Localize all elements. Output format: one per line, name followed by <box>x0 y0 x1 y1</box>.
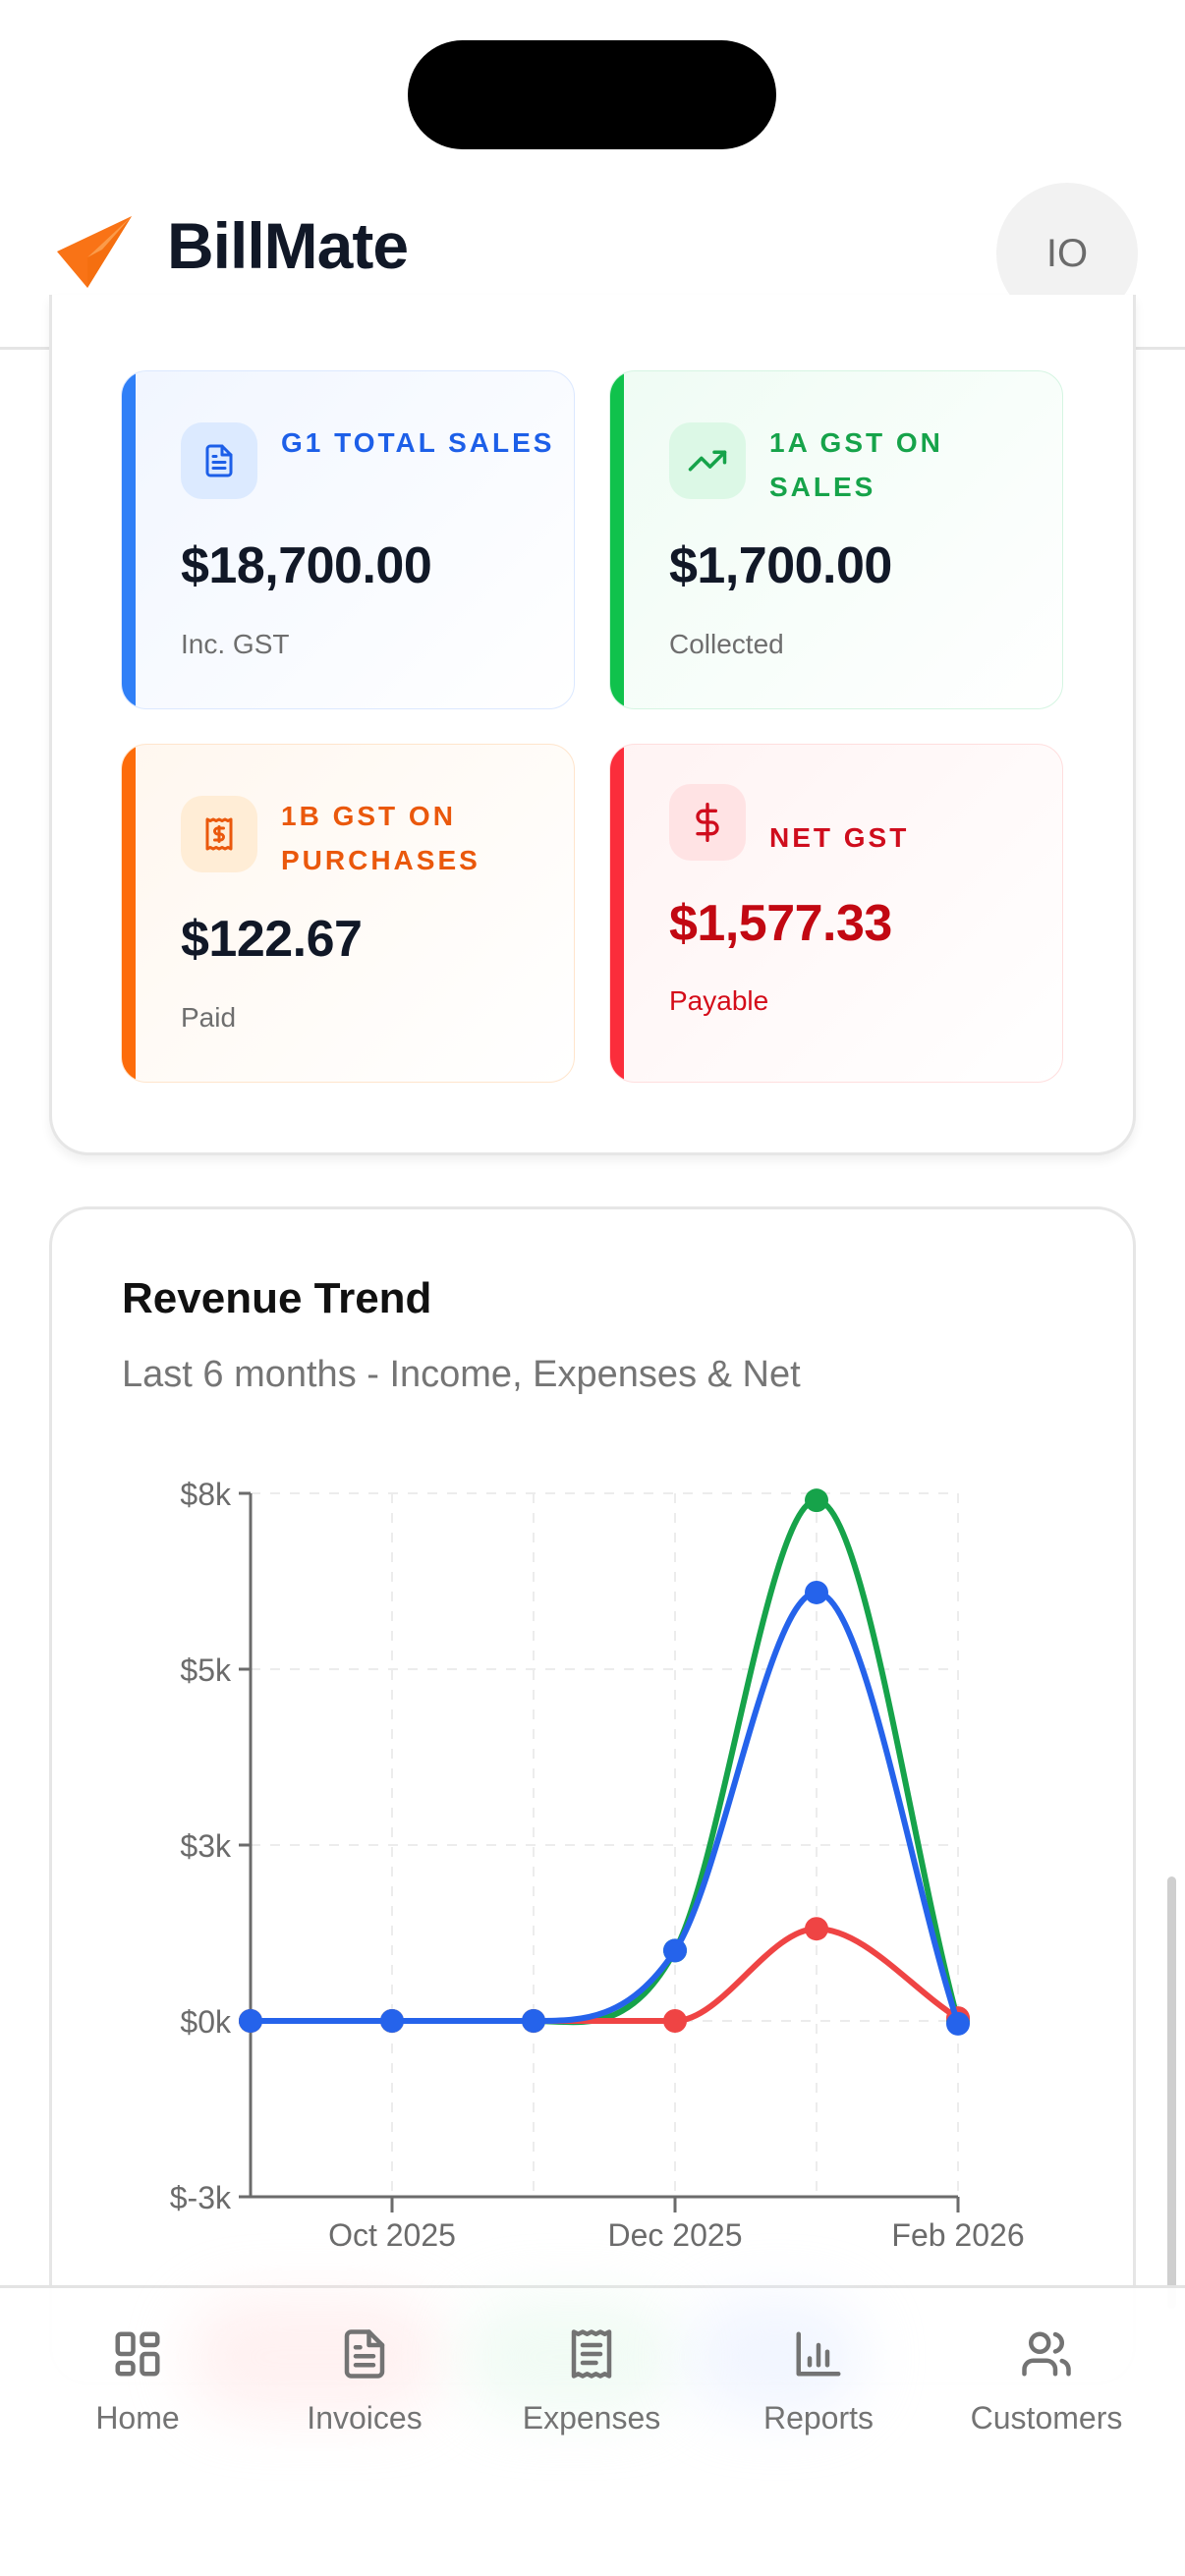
scrollbar[interactable] <box>1167 1876 1176 2309</box>
data-point-net[interactable] <box>522 2009 545 2033</box>
app-header: BillMate IO <box>0 157 1185 350</box>
nav-item-reports[interactable]: Reports <box>710 2327 927 2436</box>
stat-caption: Paid <box>181 1002 237 1033</box>
data-point-net[interactable] <box>239 2009 262 2033</box>
y-tick-label: $-3k <box>170 2180 232 2215</box>
stat-card-g1-total-sales[interactable]: G1 TOTAL SALES $18,700.00 Inc. GST <box>121 370 575 709</box>
document-icon <box>205 444 233 477</box>
nav-label: Home <box>95 2400 180 2436</box>
dashboard-grid-icon <box>115 2331 160 2377</box>
stat-label: 1A GST ON SALES <box>769 427 943 502</box>
nav-item-customers[interactable]: Customers <box>938 2327 1155 2436</box>
data-point-net[interactable] <box>805 1580 828 1604</box>
stat-label: G1 TOTAL SALES <box>281 427 555 458</box>
x-tick-label: Dec 2025 <box>608 2217 743 2253</box>
nav-label: Customers <box>970 2400 1123 2436</box>
revenue-trend-card <box>49 1206 1136 2385</box>
document-icon <box>344 2329 385 2379</box>
dynamic-island <box>408 40 776 149</box>
x-tick-label: Feb 2026 <box>891 2217 1024 2253</box>
bottom-nav: Home Invoices Expenses Reports Customers <box>0 2285 1185 2576</box>
nav-label: Reports <box>762 2400 875 2436</box>
stat-value: $122.67 <box>181 911 363 968</box>
stat-card-1a-gst-on-sales[interactable]: 1A GST ON SALES $1,700.00 Collected <box>609 370 1063 709</box>
stat-card-1b-gst-on-purchases[interactable]: 1B GST ON PURCHASES $122.67 Paid <box>121 744 575 1083</box>
nav-item-invoices[interactable]: Invoices <box>256 2327 473 2436</box>
data-point-net[interactable] <box>663 1938 687 1963</box>
y-tick-label: $0k <box>180 2004 232 2040</box>
stat-value: $18,700.00 <box>181 537 432 594</box>
nav-glow <box>187 2298 442 2416</box>
y-tick-label: $8k <box>180 1477 232 1512</box>
stat-caption: Payable <box>669 985 769 1016</box>
stat-card-net-gst[interactable]: NET GST $1,577.33 Payable <box>609 744 1063 1083</box>
y-tick-label: $5k <box>180 1652 232 1688</box>
series-line-expenses <box>250 1926 960 2025</box>
nav-label: Expenses <box>522 2400 661 2436</box>
icon-badge <box>181 796 257 872</box>
stat-label: NET GST <box>769 822 910 853</box>
revenue-line-chart[interactable]: $8k $5k $3k $0k $-3k Oct 2025 Dec 2025 Feb 2026 <box>0 0 1185 2260</box>
nav-glow <box>688 2298 865 2416</box>
data-point-net[interactable] <box>946 2011 970 2036</box>
dollar-icon <box>696 803 719 842</box>
accent-bar <box>122 745 136 1082</box>
data-point-income[interactable] <box>805 1488 828 1513</box>
data-point-expenses[interactable] <box>805 1917 828 1941</box>
trending-up-icon <box>688 450 727 472</box>
paper-plane-icon[interactable] <box>55 214 136 293</box>
stat-label: 1B GST ON PURCHASES <box>281 801 480 875</box>
receipt-dollar-icon <box>205 817 233 851</box>
series-line-income <box>250 1497 961 2026</box>
y-tick-label: $3k <box>180 1828 232 1864</box>
icon-badge <box>669 422 746 499</box>
nav-item-home[interactable]: Home <box>29 2327 246 2436</box>
users-icon <box>1022 2331 1071 2377</box>
icon-badge <box>669 784 746 861</box>
x-tick-label: Oct 2025 <box>328 2217 456 2253</box>
receipt-icon <box>571 2329 612 2379</box>
data-point-net[interactable] <box>380 2009 404 2033</box>
data-point-expenses[interactable] <box>663 2009 687 2033</box>
app-brand-title: BillMate <box>167 209 409 282</box>
stat-value: $1,577.33 <box>669 895 892 952</box>
accent-bar <box>610 371 624 708</box>
accent-bar <box>610 745 624 1082</box>
series-line-net <box>250 1589 961 2025</box>
nav-label: Invoices <box>307 2400 423 2436</box>
chart-title: Revenue Trend <box>122 1274 432 1322</box>
stat-caption: Inc. GST <box>181 629 290 659</box>
bar-chart-icon <box>796 2331 841 2377</box>
stat-caption: Collected <box>669 629 784 659</box>
nav-glow <box>462 2298 678 2416</box>
chart-subtitle: Last 6 months - Income, Expenses & Net <box>122 1354 801 1395</box>
stat-value: $1,700.00 <box>669 537 892 594</box>
nav-item-expenses[interactable]: Expenses <box>483 2327 700 2436</box>
accent-bar <box>122 371 136 708</box>
icon-badge <box>181 422 257 499</box>
